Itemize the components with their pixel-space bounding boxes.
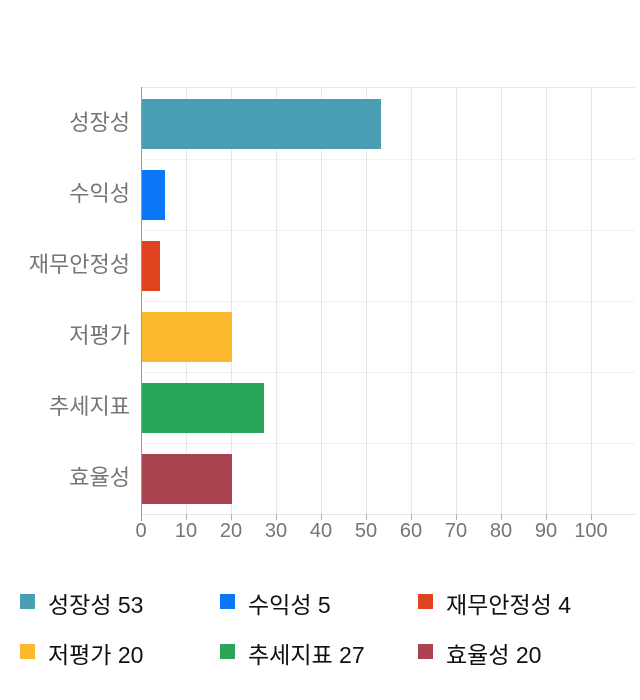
grid-line-vertical <box>501 88 502 514</box>
grid-line-horizontal <box>141 159 635 160</box>
category-label: 재무안정성 <box>28 252 130 277</box>
bar[interactable] <box>142 454 232 504</box>
category-label: 저평가 <box>69 323 130 348</box>
grid-line-vertical <box>231 88 232 514</box>
bar[interactable] <box>142 99 381 149</box>
legend-item[interactable]: 수익성 5 <box>220 591 418 619</box>
x-tick-label: 100 <box>574 520 608 542</box>
legend-item[interactable]: 저평가 20 <box>20 641 220 669</box>
legend-swatch <box>20 594 35 609</box>
x-tick-mark <box>231 514 232 520</box>
legend-label: 효율성 20 <box>446 642 542 668</box>
grid-line-vertical <box>186 88 187 514</box>
legend-label: 저평가 20 <box>48 642 144 668</box>
grid-line-vertical <box>591 88 592 514</box>
category-label: 효율성 <box>69 465 130 490</box>
grid-line-horizontal <box>141 230 635 231</box>
grid-line-vertical <box>366 88 367 514</box>
bar[interactable] <box>142 170 165 220</box>
grid-line-horizontal <box>141 301 635 302</box>
x-tick-label: 80 <box>489 520 513 542</box>
x-tick-mark <box>546 514 547 520</box>
x-tick-label: 0 <box>135 520 147 542</box>
grid-line-vertical <box>321 88 322 514</box>
x-tick-label: 90 <box>534 520 558 542</box>
grid-line-vertical <box>276 88 277 514</box>
x-tick-label: 20 <box>219 520 243 542</box>
legend-label: 추세지표 27 <box>248 642 365 668</box>
grid-line-horizontal <box>141 372 635 373</box>
legend-swatch <box>418 594 433 609</box>
bar[interactable] <box>142 383 264 433</box>
grid-line-vertical <box>546 88 547 514</box>
bar[interactable] <box>142 312 232 362</box>
legend-swatch <box>220 644 235 659</box>
y-axis-line <box>141 87 142 521</box>
legend-item[interactable]: 성장성 53 <box>20 591 220 619</box>
x-tick-label: 60 <box>399 520 423 542</box>
x-tick-label: 30 <box>264 520 288 542</box>
category-label: 추세지표 <box>49 394 130 419</box>
legend-label: 성장성 53 <box>48 592 144 618</box>
x-tick-mark <box>411 514 412 520</box>
bar[interactable] <box>142 241 160 291</box>
x-tick-mark <box>186 514 187 520</box>
x-tick-mark <box>276 514 277 520</box>
x-tick-label: 40 <box>309 520 333 542</box>
x-tick-mark <box>321 514 322 520</box>
grid-line-vertical <box>456 88 457 514</box>
x-tick-mark <box>591 514 592 520</box>
x-tick-mark <box>456 514 457 520</box>
legend: 성장성 53 수익성 5 재무안정성 4 저평가 20 추세지표 27 효율성 20 <box>20 591 571 669</box>
legend-label: 재무안정성 4 <box>446 592 571 618</box>
legend-swatch <box>220 594 235 609</box>
grid-line-horizontal <box>141 443 635 444</box>
legend-item[interactable]: 재무안정성 4 <box>418 591 571 619</box>
x-tick-label: 10 <box>174 520 198 542</box>
x-tick-mark <box>366 514 367 520</box>
category-label: 성장성 <box>69 110 130 135</box>
x-tick-label: 50 <box>354 520 378 542</box>
legend-item[interactable]: 추세지표 27 <box>220 641 418 669</box>
legend-swatch <box>20 644 35 659</box>
x-tick-mark <box>501 514 502 520</box>
category-label: 수익성 <box>69 181 130 206</box>
legend-swatch <box>418 644 433 659</box>
legend-label: 수익성 5 <box>248 592 331 618</box>
x-tick-label: 70 <box>444 520 468 542</box>
grid-line-vertical <box>411 88 412 514</box>
plot-area <box>141 87 635 521</box>
legend-item[interactable]: 효율성 20 <box>418 641 571 669</box>
